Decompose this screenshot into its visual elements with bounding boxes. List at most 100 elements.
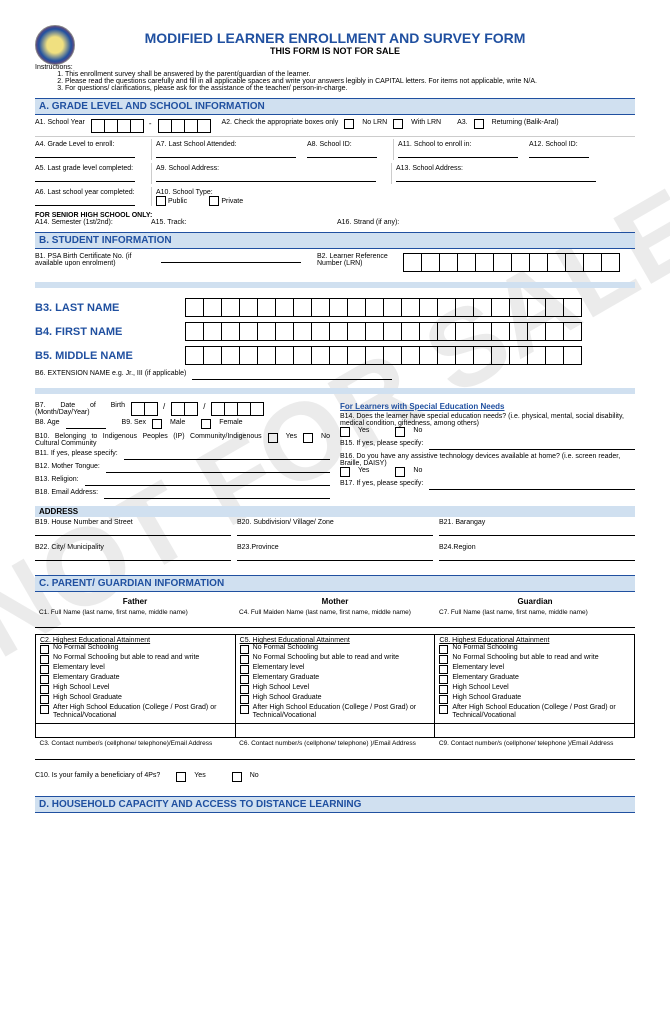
public-checkbox[interactable] bbox=[156, 196, 166, 206]
with-lrn-checkbox[interactable] bbox=[393, 119, 403, 129]
private-label: Private bbox=[221, 198, 243, 205]
edu-option: High School Graduate bbox=[439, 694, 630, 704]
a9-input[interactable] bbox=[156, 172, 376, 182]
dob-year[interactable] bbox=[211, 402, 263, 416]
edu-option: No Formal Schooling bbox=[40, 644, 231, 654]
no-lrn-checkbox[interactable] bbox=[344, 119, 354, 129]
edu-checkbox[interactable] bbox=[240, 675, 249, 684]
b3-label: B3. LAST NAME bbox=[35, 302, 185, 314]
a4-input[interactable] bbox=[35, 148, 135, 158]
b19-label: B19. House Number and Street bbox=[35, 519, 231, 526]
b7-label: B7. Date of Birth (Month/Day/Year) bbox=[35, 402, 125, 416]
b16-yes-checkbox[interactable] bbox=[340, 467, 350, 477]
dob-day[interactable] bbox=[171, 402, 197, 416]
edu-checkbox[interactable] bbox=[439, 705, 448, 714]
edu-checkbox[interactable] bbox=[240, 685, 249, 694]
private-checkbox[interactable] bbox=[209, 196, 219, 206]
a1-year-from[interactable] bbox=[91, 119, 143, 133]
a4-label: A4. Grade Level to enroll: bbox=[35, 141, 114, 148]
lrn-boxes[interactable] bbox=[403, 253, 619, 272]
ip-yes-checkbox[interactable] bbox=[268, 433, 278, 443]
edu-checkbox[interactable] bbox=[240, 665, 249, 674]
a13-input[interactable] bbox=[396, 172, 596, 182]
a8-input[interactable] bbox=[307, 148, 377, 158]
b23-input[interactable] bbox=[237, 551, 433, 561]
c10-no-checkbox[interactable] bbox=[232, 772, 242, 782]
edu-checkbox[interactable] bbox=[40, 675, 49, 684]
a7-input[interactable] bbox=[156, 148, 296, 158]
b20-input[interactable] bbox=[237, 526, 433, 536]
edu-checkbox[interactable] bbox=[240, 645, 249, 654]
c6-label: C6. Contact number/s (cellphone/ telepho… bbox=[235, 737, 435, 749]
edu-checkbox[interactable] bbox=[439, 655, 448, 664]
b14-no-checkbox[interactable] bbox=[395, 427, 405, 437]
b22-input[interactable] bbox=[35, 551, 231, 561]
edu-checkbox[interactable] bbox=[240, 705, 249, 714]
b21-input[interactable] bbox=[439, 526, 635, 536]
b14-yes-checkbox[interactable] bbox=[340, 427, 350, 437]
dob-month[interactable] bbox=[131, 402, 157, 416]
a10-label: A10. School Type: bbox=[156, 189, 213, 196]
edu-checkbox[interactable] bbox=[40, 695, 49, 704]
b13-input[interactable] bbox=[85, 476, 330, 486]
female-label: Female bbox=[219, 419, 242, 426]
b18-input[interactable] bbox=[104, 489, 330, 499]
b2-label: B2. Learner Reference Number (LRN) bbox=[317, 253, 397, 267]
edu-checkbox[interactable] bbox=[40, 705, 49, 714]
edu-option: After High School Education (College / P… bbox=[40, 704, 231, 721]
b1-input[interactable] bbox=[161, 253, 301, 263]
b16-no-checkbox[interactable] bbox=[395, 467, 405, 477]
a14-label: A14. Semester (1st/2nd): bbox=[35, 219, 145, 226]
edu-checkbox[interactable] bbox=[439, 665, 448, 674]
c10-yes-checkbox[interactable] bbox=[176, 772, 186, 782]
edu-option: High School Level bbox=[40, 684, 231, 694]
mother-edu-cell: C5. Highest Educational Attainment No Fo… bbox=[235, 635, 435, 724]
b15-input[interactable] bbox=[429, 440, 635, 450]
b20-label: B20. Subdivision/ Village/ Zone bbox=[237, 519, 433, 526]
returning-checkbox[interactable] bbox=[474, 119, 484, 129]
a11-input[interactable] bbox=[398, 148, 518, 158]
b23-label: B23.Province bbox=[237, 544, 433, 551]
instructions: Instructions: This enrollment survey sha… bbox=[35, 64, 635, 92]
b9-label: B9. Sex bbox=[122, 419, 147, 426]
form-title: MODIFIED LEARNER ENROLLMENT AND SURVEY F… bbox=[35, 30, 635, 46]
parent-names-line[interactable] bbox=[35, 618, 635, 628]
a6-input[interactable] bbox=[35, 196, 135, 206]
edu-label: High School Graduate bbox=[53, 694, 122, 702]
edu-checkbox[interactable] bbox=[40, 645, 49, 654]
b6-input[interactable] bbox=[192, 370, 392, 380]
middlename-boxes[interactable] bbox=[185, 346, 581, 365]
c3-blank[interactable] bbox=[36, 723, 236, 737]
a1-year-to[interactable] bbox=[158, 119, 210, 133]
b24-input[interactable] bbox=[439, 551, 635, 561]
edu-label: After High School Education (College / P… bbox=[452, 704, 630, 721]
female-checkbox[interactable] bbox=[201, 419, 211, 429]
a12-input[interactable] bbox=[529, 148, 589, 158]
b17-input[interactable] bbox=[429, 480, 635, 490]
lastname-boxes[interactable] bbox=[185, 298, 581, 317]
b12-input[interactable] bbox=[106, 463, 330, 473]
instruction-item: Please read the questions carefully and … bbox=[65, 78, 635, 85]
edu-checkbox[interactable] bbox=[240, 695, 249, 704]
edu-checkbox[interactable] bbox=[439, 695, 448, 704]
edu-checkbox[interactable] bbox=[40, 655, 49, 664]
c9-blank[interactable] bbox=[435, 723, 635, 737]
edu-label: Elementary level bbox=[452, 664, 504, 672]
edu-checkbox[interactable] bbox=[439, 685, 448, 694]
b11-input[interactable] bbox=[124, 450, 330, 460]
edu-checkbox[interactable] bbox=[40, 665, 49, 674]
b19-input[interactable] bbox=[35, 526, 231, 536]
male-checkbox[interactable] bbox=[152, 419, 162, 429]
edu-option: Elementary level bbox=[439, 664, 630, 674]
edu-checkbox[interactable] bbox=[439, 645, 448, 654]
a5-input[interactable] bbox=[35, 172, 135, 182]
ip-no-checkbox[interactable] bbox=[303, 433, 313, 443]
firstname-boxes[interactable] bbox=[185, 322, 581, 341]
b8-input[interactable] bbox=[66, 419, 106, 429]
instruction-item: For questions/ clarifications, please as… bbox=[65, 85, 635, 92]
edu-checkbox[interactable] bbox=[240, 655, 249, 664]
c6-blank[interactable] bbox=[235, 723, 435, 737]
contact-line[interactable] bbox=[35, 750, 635, 760]
edu-checkbox[interactable] bbox=[40, 685, 49, 694]
edu-checkbox[interactable] bbox=[439, 675, 448, 684]
